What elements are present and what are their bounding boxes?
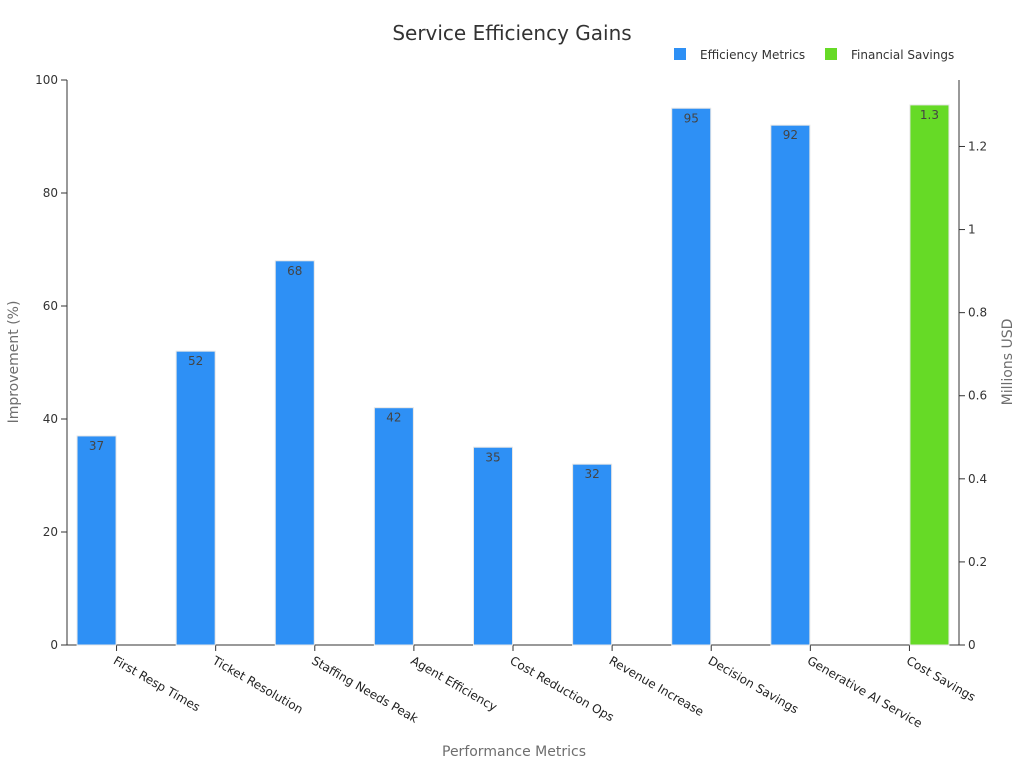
y2-tick-label: 1.2 [968, 139, 987, 153]
y-tick-label: 60 [43, 299, 58, 313]
y2-axis: 0 0.2 0.4 0.6 0.8 1 1.2 [958, 80, 987, 652]
bar [572, 463, 613, 646]
bar [671, 107, 712, 646]
bar-value-label: 92 [783, 128, 798, 142]
y2-tick-label: 0.2 [968, 555, 987, 569]
x-axis: First Resp Times Ticket Resolution Staffin… [67, 644, 978, 731]
x-tick-label: Agent Efficiency [408, 653, 499, 714]
bar-value-label: 37 [89, 439, 104, 453]
bar-value-label: 68 [287, 264, 302, 278]
y2-tick-label: 0.4 [968, 472, 987, 486]
bars [76, 104, 950, 646]
bar [76, 435, 117, 646]
bar-value-label: 35 [485, 450, 500, 464]
y-tick-label: 0 [50, 638, 58, 652]
legend-swatch [674, 48, 686, 60]
y-tick-label: 20 [43, 525, 58, 539]
y2-tick-label: 0.8 [968, 306, 987, 320]
bar-value-label: 32 [584, 467, 599, 481]
y2-tick-label: 0.6 [968, 389, 987, 403]
y2-tick-label: 0 [968, 638, 976, 652]
bar [175, 350, 216, 646]
bar [770, 124, 811, 646]
x-tick-label: Revenue Increase [607, 653, 707, 719]
x-tick-label: Cost Savings [904, 653, 978, 704]
bar [274, 260, 315, 646]
bar-value-label: 1.3 [920, 108, 939, 122]
bar-value-label: 52 [188, 354, 203, 368]
legend-swatch [825, 48, 837, 60]
y2-tick-label: 1 [968, 223, 976, 237]
x-tick-label: Cost Reduction Ops [508, 653, 617, 724]
bar-labels: 37 52 68 42 35 32 95 92 1.3 [89, 108, 939, 481]
bar-value-label: 42 [386, 411, 401, 425]
legend: Efficiency Metrics Financial Savings [674, 48, 954, 62]
chart-title: Service Efficiency Gains [392, 21, 631, 45]
y-tick-label: 100 [35, 73, 58, 87]
y-axis-title: Improvement (%) [6, 301, 22, 424]
y-tick-label: 80 [43, 186, 58, 200]
x-tick-label: Decision Savings [706, 653, 801, 716]
legend-item-label: Financial Savings [851, 48, 954, 62]
bar-value-label: 95 [684, 111, 699, 125]
y2-axis-title: Millions USD [1000, 319, 1016, 406]
x-axis-title: Performance Metrics [442, 744, 586, 760]
x-tick-label: Ticket Resolution [209, 653, 305, 717]
x-tick-label: Staffing Needs Peak [309, 653, 420, 725]
bar [473, 446, 513, 646]
y-tick-label: 40 [43, 412, 58, 426]
bar [909, 104, 950, 646]
legend-item-label: Efficiency Metrics [700, 48, 805, 62]
x-tick-label: First Resp Times [111, 653, 202, 714]
bar [373, 407, 414, 646]
y-axis: 0 20 40 60 80 100 [35, 73, 68, 652]
